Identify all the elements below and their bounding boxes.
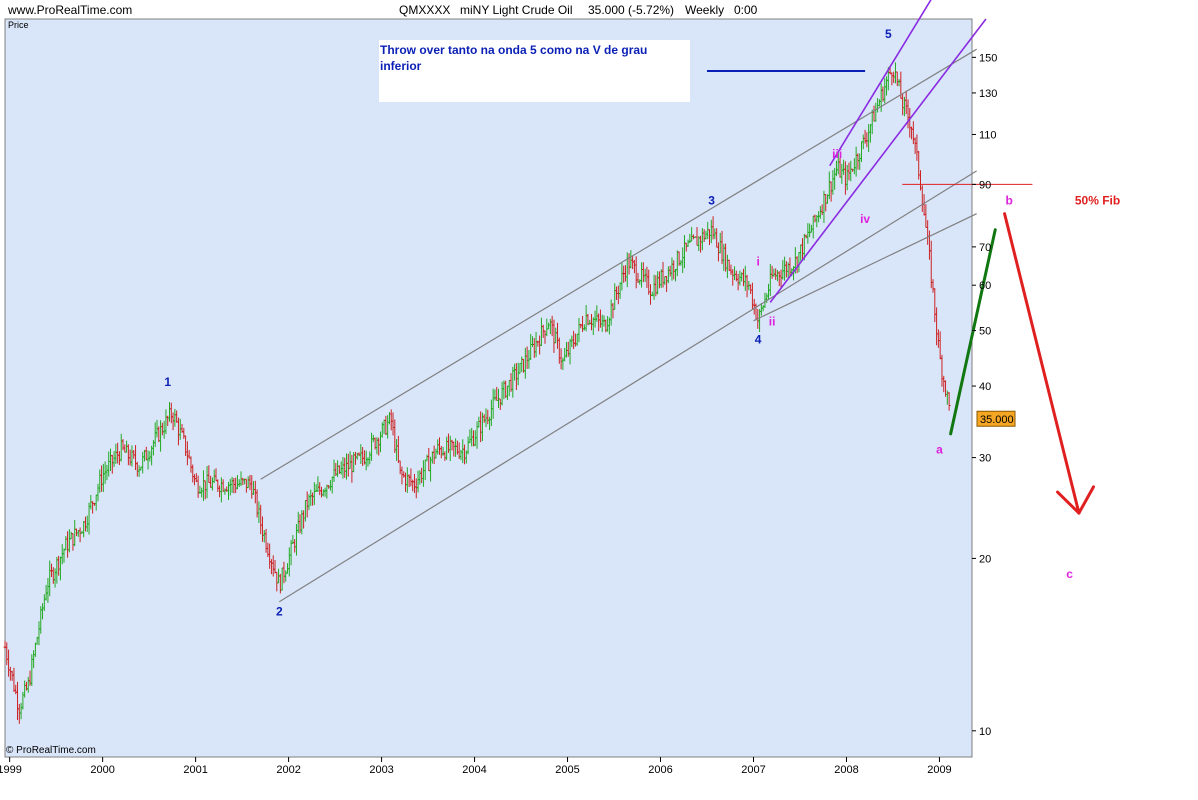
x-tick: 2000 bbox=[90, 757, 115, 776]
last-price-tag: 35.000 bbox=[976, 410, 1016, 427]
y-tick: 20 bbox=[972, 553, 991, 565]
price-bars bbox=[3, 62, 951, 724]
svg-text:2001: 2001 bbox=[183, 764, 207, 776]
y-tick: 60 bbox=[972, 280, 991, 292]
chart-time: 0:00 bbox=[734, 3, 758, 17]
purple-line-upper bbox=[829, 0, 932, 167]
wave-label-5: 5 bbox=[885, 27, 892, 41]
svg-text:40: 40 bbox=[979, 381, 991, 393]
svg-text:150: 150 bbox=[979, 52, 997, 64]
y-tick: 50 bbox=[972, 326, 991, 338]
svg-text:2007: 2007 bbox=[741, 764, 765, 776]
svg-text:20: 20 bbox=[979, 553, 991, 565]
instrument-name: miNY Light Crude Oil bbox=[460, 3, 573, 17]
svg-text:70: 70 bbox=[979, 242, 991, 254]
y-tick: 70 bbox=[972, 242, 991, 254]
wave-label-iii: iii bbox=[832, 147, 842, 161]
svg-text:130: 130 bbox=[979, 88, 997, 100]
green-projection-arrow bbox=[949, 228, 997, 436]
x-tick: 2006 bbox=[648, 757, 673, 776]
chart-period: Weekly bbox=[685, 3, 724, 17]
x-tick: 2002 bbox=[276, 757, 301, 776]
wave-label-3: 3 bbox=[708, 194, 715, 208]
last-price-change: 35.000 (-5.72%) bbox=[588, 3, 674, 17]
svg-text:2006: 2006 bbox=[648, 764, 672, 776]
y-tick: 110 bbox=[972, 129, 997, 141]
x-tick: 2007 bbox=[741, 757, 766, 776]
purple-line-lower bbox=[769, 18, 987, 303]
x-tick: 2009 bbox=[927, 757, 952, 776]
copyright-label: © ProRealTime.com bbox=[6, 745, 96, 756]
x-tick: 2008 bbox=[834, 757, 859, 776]
annotation-text: Throw over tanto na onda 5 como na V de … bbox=[380, 43, 648, 73]
wave-label-i: i bbox=[756, 254, 759, 268]
wave-label-ii: ii bbox=[769, 315, 776, 329]
fib-label: 50% Fib bbox=[1075, 194, 1120, 208]
site-title: www.ProRealTime.com bbox=[7, 3, 132, 17]
x-tick: 1999 bbox=[0, 757, 22, 776]
wave-label-4: 4 bbox=[755, 332, 762, 346]
wave-label-iv: iv bbox=[860, 212, 870, 226]
y-tick: 90 bbox=[972, 179, 991, 191]
svg-text:90: 90 bbox=[979, 179, 991, 191]
wave-label-2: 2 bbox=[276, 604, 283, 618]
ohlc-bar bbox=[947, 392, 951, 411]
symbol-code: QMXXXX bbox=[399, 3, 450, 17]
svg-text:2000: 2000 bbox=[90, 764, 114, 776]
y-tick: 150 bbox=[972, 52, 997, 64]
x-tick: 2005 bbox=[555, 757, 580, 776]
svg-text:60: 60 bbox=[979, 280, 991, 292]
y-tick: 130 bbox=[972, 88, 997, 100]
price-axis-label: Price bbox=[8, 20, 29, 30]
trend-lines bbox=[260, 0, 1095, 603]
svg-text:110: 110 bbox=[979, 129, 997, 141]
x-tick: 2003 bbox=[369, 757, 394, 776]
wave-label-1: 1 bbox=[164, 375, 171, 389]
x-tick: 2001 bbox=[183, 757, 208, 776]
mid-channel bbox=[753, 213, 977, 322]
x-tick: 2004 bbox=[462, 757, 487, 776]
svg-text:2004: 2004 bbox=[462, 764, 486, 776]
svg-text:1999: 1999 bbox=[0, 764, 22, 776]
wave-label-a: a bbox=[936, 442, 943, 456]
annotation-box bbox=[379, 40, 690, 102]
svg-text:35.000: 35.000 bbox=[980, 414, 1014, 426]
y-tick: 40 bbox=[972, 381, 991, 393]
svg-text:2002: 2002 bbox=[276, 764, 300, 776]
y-tick: 30 bbox=[972, 453, 991, 465]
svg-text:10: 10 bbox=[979, 726, 991, 738]
svg-text:50: 50 bbox=[979, 326, 991, 338]
plot-area bbox=[4, 18, 973, 758]
lower-channel bbox=[278, 170, 977, 603]
wave-label-b: b bbox=[1006, 194, 1013, 208]
wave-label-c: c bbox=[1066, 567, 1073, 581]
svg-text:30: 30 bbox=[979, 453, 991, 465]
svg-text:2008: 2008 bbox=[834, 764, 858, 776]
svg-text:2009: 2009 bbox=[927, 764, 951, 776]
svg-text:2005: 2005 bbox=[555, 764, 579, 776]
red-projection-arrow bbox=[1003, 212, 1095, 515]
svg-text:2003: 2003 bbox=[369, 764, 393, 776]
y-tick: 10 bbox=[972, 726, 991, 738]
axes: 10 20 30 40 50 60 70 90 110 130 150 1999 2000 2001 200… bbox=[0, 52, 1016, 776]
